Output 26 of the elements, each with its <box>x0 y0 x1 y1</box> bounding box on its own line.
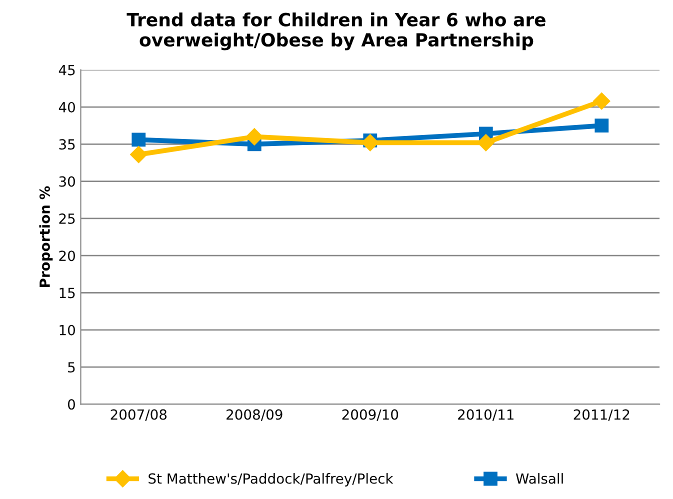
y-tick-label: 15 <box>60 288 75 298</box>
point <box>246 128 263 146</box>
x-tick-label: 2007/08 <box>110 409 167 421</box>
y-tick-label: 35 <box>59 139 75 150</box>
y-tick-label: 40 <box>58 102 75 112</box>
y-tick-label: 0 <box>68 399 75 410</box>
y-tick-label: 30 <box>59 176 75 187</box>
point <box>594 118 609 133</box>
y-tick-label: 10 <box>60 324 75 336</box>
y-tick-label: 20 <box>59 250 75 262</box>
y-tick-label: 25 <box>59 213 75 224</box>
x-tick-label: 2010/11 <box>458 409 514 421</box>
point <box>362 134 379 152</box>
chart-title: Trend data for Children in Year 6 who are overweight/Obese by Area Partnership <box>126 12 546 50</box>
legend-label: Walsall <box>516 473 563 484</box>
y-axis-title: Proportion % <box>39 186 53 287</box>
point <box>477 134 494 152</box>
point <box>593 92 610 110</box>
point <box>130 146 148 164</box>
x-tick-label: 2008/09 <box>226 409 282 421</box>
point <box>132 132 146 147</box>
y-tick-label: 45 <box>58 65 75 76</box>
x-tick-label: 2009/10 <box>342 409 398 421</box>
x-tick-label: 2011/12 <box>574 409 630 421</box>
y-tick-label: 5 <box>68 362 75 373</box>
legend-label: St Matthew's/Paddock/Palfrey/Pleck <box>148 473 394 486</box>
